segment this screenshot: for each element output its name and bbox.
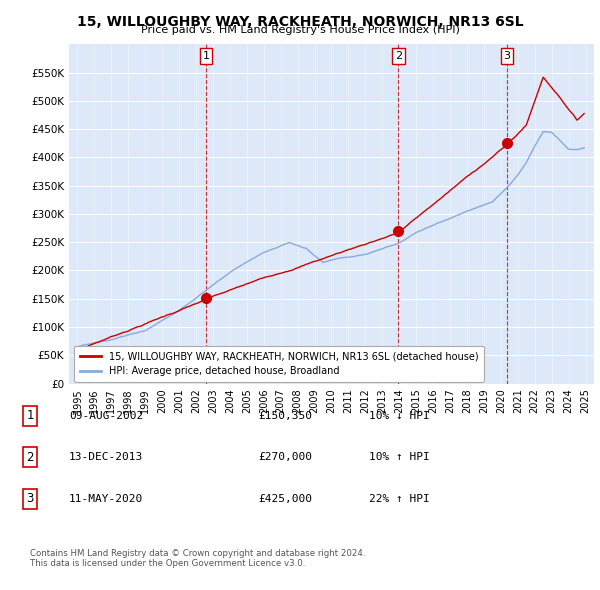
Text: 3: 3	[503, 51, 511, 61]
Text: £150,350: £150,350	[258, 411, 312, 421]
Text: 1: 1	[203, 51, 209, 61]
Text: 22% ↑ HPI: 22% ↑ HPI	[369, 494, 430, 503]
Text: This data is licensed under the Open Government Licence v3.0.: This data is licensed under the Open Gov…	[30, 559, 305, 568]
Text: 09-AUG-2002: 09-AUG-2002	[69, 411, 143, 421]
Text: 10% ↑ HPI: 10% ↑ HPI	[369, 453, 430, 462]
Text: 11-MAY-2020: 11-MAY-2020	[69, 494, 143, 503]
Text: Price paid vs. HM Land Registry's House Price Index (HPI): Price paid vs. HM Land Registry's House …	[140, 25, 460, 35]
Text: £270,000: £270,000	[258, 453, 312, 462]
Text: 3: 3	[26, 492, 34, 505]
Text: 2: 2	[26, 451, 34, 464]
Legend: 15, WILLOUGHBY WAY, RACKHEATH, NORWICH, NR13 6SL (detached house), HPI: Average : 15, WILLOUGHBY WAY, RACKHEATH, NORWICH, …	[74, 346, 484, 382]
Text: 2: 2	[395, 51, 402, 61]
Text: 13-DEC-2013: 13-DEC-2013	[69, 453, 143, 462]
Text: 1: 1	[26, 409, 34, 422]
Text: 10% ↓ HPI: 10% ↓ HPI	[369, 411, 430, 421]
Text: Contains HM Land Registry data © Crown copyright and database right 2024.: Contains HM Land Registry data © Crown c…	[30, 549, 365, 558]
Text: £425,000: £425,000	[258, 494, 312, 503]
Text: 15, WILLOUGHBY WAY, RACKHEATH, NORWICH, NR13 6SL: 15, WILLOUGHBY WAY, RACKHEATH, NORWICH, …	[77, 15, 523, 29]
